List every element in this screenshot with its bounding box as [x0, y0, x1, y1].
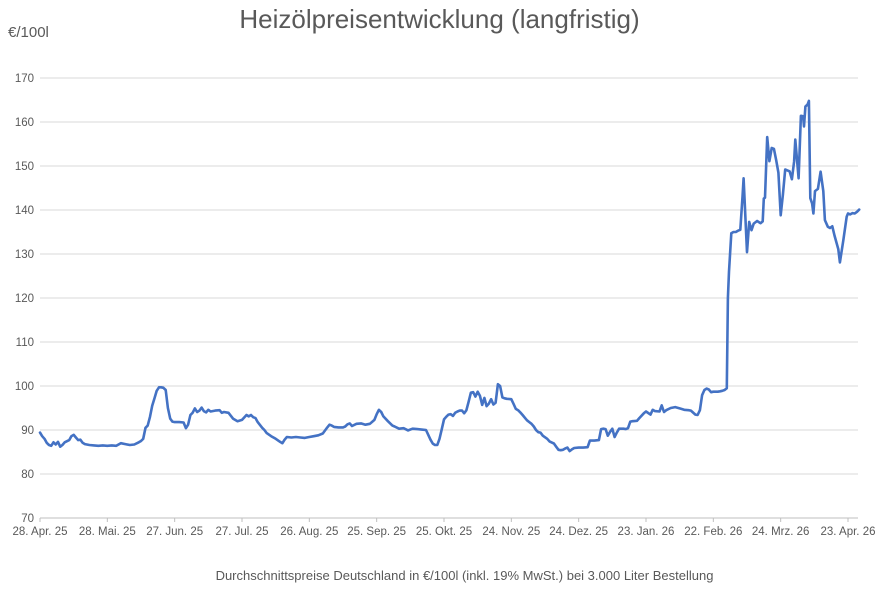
y-tick-label: 90	[21, 425, 34, 437]
y-tick-label: 150	[15, 161, 34, 173]
chart-caption: Durchschnittspreise Deutschland in €/100…	[215, 568, 714, 583]
x-tick-label: 22. Feb. 26	[684, 526, 742, 538]
x-tick-label: 25. Okt. 25	[416, 526, 472, 538]
x-tick-label: 24. Mrz. 26	[752, 526, 810, 538]
y-tick-label: 170	[15, 73, 34, 85]
y-tick-label: 80	[21, 469, 34, 481]
y-tick-label: 130	[15, 249, 34, 261]
y-tick-label: 70	[21, 513, 34, 525]
y-tick-label: 140	[15, 205, 34, 217]
chart-title: Heizölpreisentwicklung (langfristig)	[239, 4, 640, 34]
x-tick-label: 23. Jan. 26	[618, 526, 675, 538]
x-tick-label: 28. Apr. 25	[13, 526, 68, 538]
x-tick-label: 23. Apr. 26	[821, 526, 876, 538]
y-axis-unit-label: €/100l	[8, 24, 49, 41]
x-tick-label: 28. Mai. 25	[79, 526, 136, 538]
x-tick-label: 25. Sep. 25	[347, 526, 406, 538]
x-tick-label: 27. Jul. 25	[215, 526, 268, 538]
y-tick-label: 160	[15, 117, 34, 129]
x-tick-label: 24. Nov. 25	[482, 526, 540, 538]
x-tick-label: 27. Jun. 25	[146, 526, 203, 538]
x-tick-label: 24. Dez. 25	[549, 526, 608, 538]
y-tick-label: 100	[15, 381, 34, 393]
y-tick-label: 110	[16, 337, 34, 349]
y-tick-label: 120	[15, 293, 34, 305]
x-tick-label: 26. Aug. 25	[280, 526, 338, 538]
price-line	[38, 99, 861, 453]
